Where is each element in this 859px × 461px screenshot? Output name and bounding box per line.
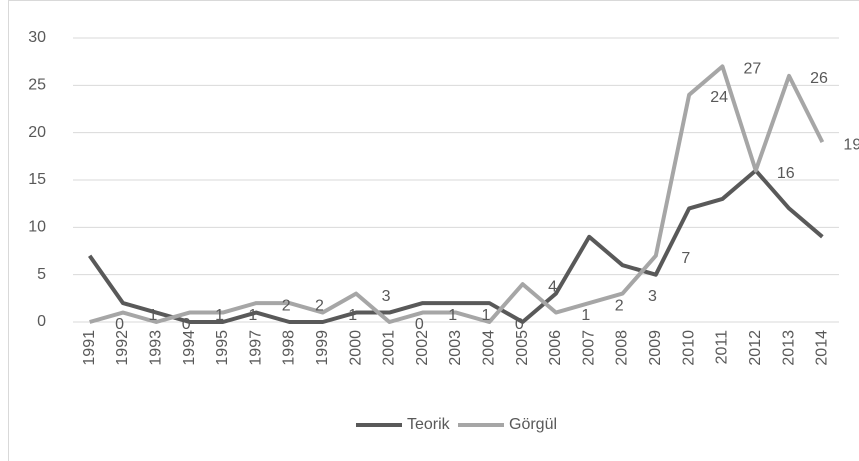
x-tick-label: 1995: [214, 330, 231, 366]
y-tick-label: 15: [28, 171, 46, 188]
data-label: 1: [482, 307, 491, 324]
y-tick-label: 30: [28, 29, 46, 46]
data-label: 0: [115, 316, 124, 333]
data-label: 4: [548, 278, 557, 295]
x-tick-label: 2011: [714, 330, 731, 365]
data-label: 3: [382, 288, 391, 305]
data-label: 1: [248, 307, 257, 324]
legend-label: Teorik: [407, 416, 451, 433]
x-tick-label: 2013: [780, 330, 797, 366]
data-label: 7: [681, 250, 690, 267]
x-tick-label: 1997: [247, 330, 264, 366]
y-tick-label: 0: [37, 313, 46, 330]
y-tick-label: 5: [37, 266, 46, 283]
x-tick-label: 2006: [547, 330, 564, 366]
x-tick-label: 2007: [580, 330, 597, 366]
x-tick-label: 2009: [647, 330, 664, 366]
data-label: 0: [182, 316, 191, 333]
x-tick-label: 1994: [181, 330, 198, 366]
x-tick-label: 1999: [314, 330, 331, 366]
data-label: 1: [348, 307, 357, 324]
x-tick-label: 2010: [680, 330, 697, 366]
data-label: 2: [615, 297, 624, 314]
x-tick-label: 2000: [347, 330, 364, 366]
x-tick-label: 2008: [614, 330, 631, 366]
x-tick-label: 1991: [81, 330, 98, 366]
x-tick-label: 1993: [147, 330, 164, 366]
chart-border: [8, 0, 859, 461]
data-label: 0: [415, 316, 424, 333]
x-tick-label: 2001: [381, 330, 398, 366]
data-label: 3: [648, 288, 657, 305]
data-label: 1: [448, 307, 457, 324]
y-tick-label: 20: [28, 124, 46, 141]
data-label: 2: [282, 297, 291, 314]
y-tick-label: 10: [28, 219, 46, 236]
x-tick-label: 1992: [114, 330, 131, 366]
data-label: 16: [777, 165, 795, 182]
data-label: 1: [215, 307, 224, 324]
data-label: 27: [744, 61, 762, 78]
series-line: [89, 64, 825, 324]
data-label: 26: [810, 70, 828, 87]
data-label: 2: [315, 297, 324, 314]
x-tick-label: 2014: [814, 330, 831, 366]
series-line: [88, 168, 824, 324]
x-tick-label: 2003: [447, 330, 464, 366]
data-label: 24: [710, 89, 728, 106]
y-tick-label: 25: [28, 77, 46, 94]
x-tick-label: 2012: [747, 330, 764, 366]
x-tick-label: 2005: [514, 330, 531, 366]
data-label: 0: [515, 316, 524, 333]
legend-label: Görgül: [509, 416, 557, 433]
x-tick-label: 1998: [281, 330, 298, 366]
data-label: 19: [843, 136, 859, 153]
x-tick-label: 2004: [481, 330, 498, 366]
data-label: 1: [148, 307, 157, 324]
data-label: 1: [581, 307, 590, 324]
x-tick-label: 2002: [414, 330, 431, 366]
